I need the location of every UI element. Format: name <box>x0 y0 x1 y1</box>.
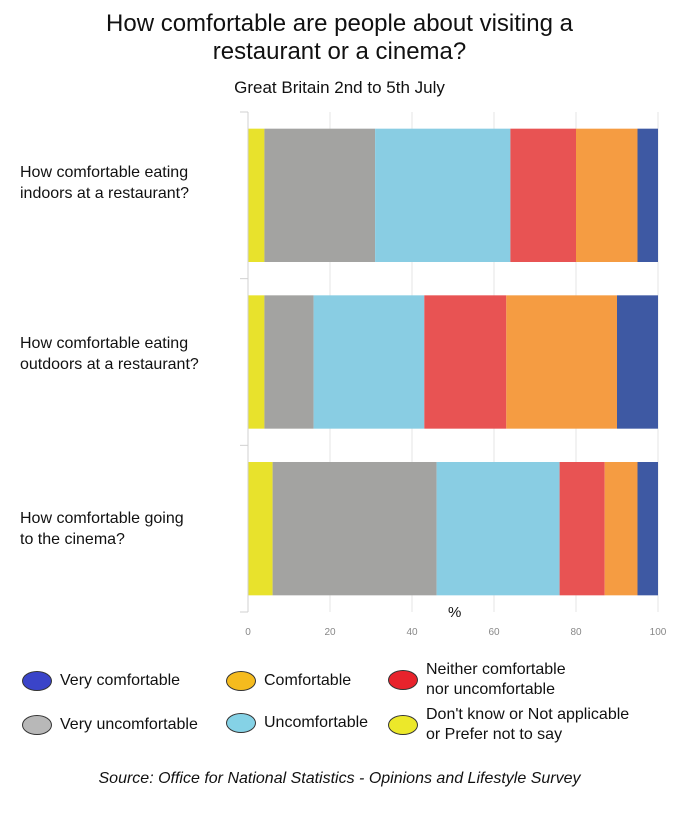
legend-swatch <box>22 671 52 691</box>
x-tick-label: 100 <box>650 627 667 638</box>
legend-swatch <box>388 715 418 735</box>
bar-segment <box>248 462 273 596</box>
category-label-indoors: How comfortable eating indoors at a rest… <box>20 162 235 204</box>
chart-title-line: How comfortable are people about visitin… <box>106 10 573 37</box>
legend-swatch <box>226 671 256 691</box>
category-label-line: How comfortable eating <box>20 335 189 352</box>
bar-segment <box>506 295 617 429</box>
legend-item-comfortable: Comfortable <box>226 671 351 691</box>
legend-label: Neither comfortable nor uncomfortable <box>426 660 566 700</box>
legend-label-line: Don't know or Not applicable <box>426 706 630 723</box>
category-label-cinema: How comfortable going to the cinema? <box>20 508 235 550</box>
bar-segment <box>637 462 658 596</box>
legend-label-line: Very comfortable <box>60 672 181 689</box>
legend-label-line: Neither comfortable <box>426 661 566 678</box>
bar-segment <box>637 128 658 262</box>
legend-item-very-uncomfortable: Very uncomfortable <box>22 715 198 735</box>
x-tick-label: 20 <box>324 627 336 638</box>
legend-label: Very comfortable <box>60 671 180 691</box>
bar-segment <box>264 295 314 429</box>
chart-title-line: restaurant or a cinema? <box>212 38 467 65</box>
bar-segment <box>248 295 265 429</box>
bar-segment <box>617 295 658 429</box>
x-tick-label: 40 <box>406 627 418 638</box>
legend-swatch <box>22 715 52 735</box>
legend-label: Very uncomfortable <box>60 715 198 735</box>
chart-subtitle: Great Britain 2nd to 5th July <box>234 78 445 97</box>
legend-label: Uncomfortable <box>264 713 368 733</box>
legend-label-line: Uncomfortable <box>264 714 369 731</box>
legend-swatch <box>226 713 256 733</box>
legend-label-line: or Prefer not to say <box>426 726 563 743</box>
x-tick-label: 0 <box>245 627 251 638</box>
category-label-line: indoors at a restaurant? <box>20 185 189 202</box>
legend-label: Don't know or Not applicable or Prefer n… <box>426 705 629 745</box>
bar-segment <box>604 462 638 596</box>
bar-segment <box>272 462 437 596</box>
x-tick-label: 80 <box>570 627 582 638</box>
legend-item-very-comfortable: Very comfortable <box>22 671 180 691</box>
chart-title: How comfortable are people about visitin… <box>0 10 679 66</box>
category-label-line: outdoors at a restaurant? <box>20 356 199 373</box>
bar-segment <box>248 128 265 262</box>
legend-item-uncomfortable: Uncomfortable <box>226 713 368 733</box>
bar-segment <box>510 128 576 262</box>
bar-segment <box>375 128 511 262</box>
bar-segment <box>576 128 638 262</box>
source-note: Source: Office for National Statistics -… <box>98 770 581 787</box>
chart-plot-area: 0 20 40 60 80 100 <box>240 111 667 638</box>
category-label-line: to the cinema? <box>20 531 125 548</box>
category-label-outdoors: How comfortable eating outdoors at a res… <box>20 333 235 375</box>
bar-segment <box>424 295 507 429</box>
legend-label-line: nor uncomfortable <box>426 681 555 698</box>
category-label-line: How comfortable eating <box>20 164 189 181</box>
legend-label: Comfortable <box>264 671 351 691</box>
legend-item-dont-know: Don't know or Not applicable or Prefer n… <box>388 705 629 745</box>
bar-segment <box>559 462 605 596</box>
bar-segment <box>264 128 376 262</box>
bar-segment <box>313 295 425 429</box>
legend-swatch <box>388 670 418 690</box>
legend-label-line: Comfortable <box>264 672 352 689</box>
bar-segment <box>436 462 560 596</box>
legend-label-line: Very uncomfortable <box>60 716 198 733</box>
x-tick-label: 60 <box>488 627 500 638</box>
x-axis-label: % <box>448 604 462 621</box>
category-label-line: How comfortable going <box>20 510 184 527</box>
legend-item-neither: Neither comfortable nor uncomfortable <box>388 660 566 700</box>
